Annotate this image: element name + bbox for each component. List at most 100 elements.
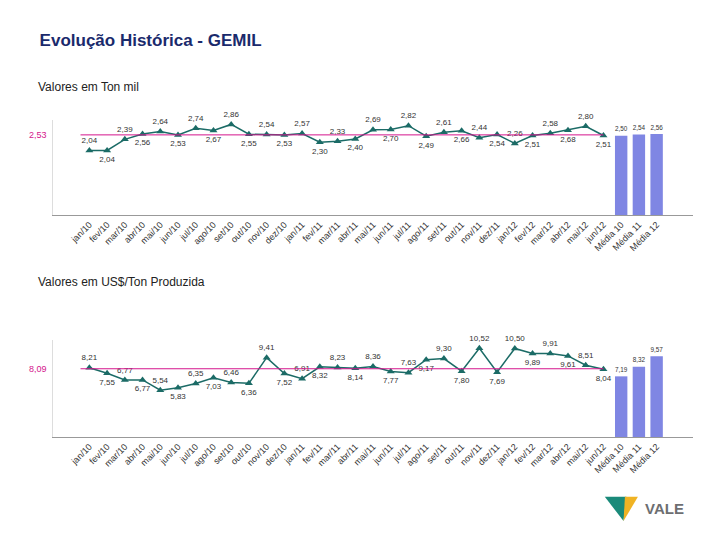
svg-text:ago/11: ago/11 xyxy=(405,442,431,468)
svg-text:7,03: 7,03 xyxy=(206,382,222,391)
svg-text:2,58: 2,58 xyxy=(542,119,558,128)
svg-text:abr/11: abr/11 xyxy=(335,442,360,467)
svg-text:2,56: 2,56 xyxy=(650,124,663,131)
svg-text:mai/11: mai/11 xyxy=(352,220,378,246)
svg-text:abr/12: abr/12 xyxy=(547,220,572,245)
svg-text:jan/11: jan/11 xyxy=(282,220,307,245)
svg-text:2,51: 2,51 xyxy=(596,140,612,149)
svg-text:9,57: 9,57 xyxy=(650,346,663,353)
svg-text:mai/10: mai/10 xyxy=(139,442,165,468)
svg-text:jun/11: jun/11 xyxy=(371,442,396,467)
svg-text:2,54: 2,54 xyxy=(633,124,646,131)
svg-text:jan/12: jan/12 xyxy=(494,220,519,245)
svg-text:2,26: 2,26 xyxy=(507,129,523,138)
svg-text:Média 10: Média 10 xyxy=(593,442,626,475)
svg-text:jun/12: jun/12 xyxy=(583,220,608,245)
svg-text:dez/11: dez/11 xyxy=(476,220,502,246)
svg-text:dez/10: dez/10 xyxy=(263,442,289,468)
svg-text:out/10: out/10 xyxy=(229,442,254,467)
svg-text:2,57: 2,57 xyxy=(294,119,310,128)
svg-text:Média 12: Média 12 xyxy=(628,442,661,475)
svg-text:8,21: 8,21 xyxy=(82,353,98,362)
svg-text:2,39: 2,39 xyxy=(117,125,133,134)
svg-text:fev/11: fev/11 xyxy=(300,220,324,244)
svg-text:Média 12: Média 12 xyxy=(628,220,661,253)
svg-text:2,68: 2,68 xyxy=(560,135,576,144)
svg-text:6,91: 6,91 xyxy=(294,364,310,373)
svg-text:9,61: 9,61 xyxy=(560,360,576,369)
svg-text:mai/12: mai/12 xyxy=(564,442,590,468)
svg-text:2,69: 2,69 xyxy=(365,115,381,124)
svg-text:8,36: 8,36 xyxy=(365,352,381,361)
svg-text:jan/12: jan/12 xyxy=(494,442,519,467)
svg-text:out/11: out/11 xyxy=(442,220,466,244)
svg-text:ago/10: ago/10 xyxy=(192,442,219,469)
svg-text:6,36: 6,36 xyxy=(241,388,257,397)
svg-text:2,86: 2,86 xyxy=(223,110,239,119)
svg-text:8,09: 8,09 xyxy=(29,364,47,374)
svg-text:2,67: 2,67 xyxy=(206,135,222,144)
svg-text:fev/10: fev/10 xyxy=(87,442,111,466)
svg-text:10,50: 10,50 xyxy=(505,334,526,343)
svg-text:dez/10: dez/10 xyxy=(263,220,289,246)
svg-text:8,32: 8,32 xyxy=(633,356,646,363)
svg-text:jan/10: jan/10 xyxy=(69,442,94,467)
svg-text:abr/10: abr/10 xyxy=(122,442,147,467)
svg-text:7,63: 7,63 xyxy=(401,358,417,367)
svg-text:2,53: 2,53 xyxy=(170,139,186,148)
svg-text:8,23: 8,23 xyxy=(330,353,346,362)
svg-text:fev/12: fev/12 xyxy=(513,220,537,244)
svg-text:fev/12: fev/12 xyxy=(513,442,537,466)
svg-text:2,51: 2,51 xyxy=(525,140,541,149)
svg-text:2,33: 2,33 xyxy=(330,127,346,136)
svg-text:2,80: 2,80 xyxy=(578,112,594,121)
svg-text:9,89: 9,89 xyxy=(525,358,541,367)
svg-text:5,83: 5,83 xyxy=(170,392,186,401)
svg-text:6,35: 6,35 xyxy=(188,369,204,378)
svg-text:8,51: 8,51 xyxy=(578,351,594,360)
svg-text:9,91: 9,91 xyxy=(542,339,558,348)
svg-text:mar/10: mar/10 xyxy=(103,220,130,247)
svg-text:8,14: 8,14 xyxy=(347,373,363,382)
svg-text:jun/10: jun/10 xyxy=(157,442,182,467)
svg-text:2,53: 2,53 xyxy=(277,139,293,148)
svg-text:jan/10: jan/10 xyxy=(69,220,94,245)
svg-text:2,40: 2,40 xyxy=(347,143,363,152)
svg-text:2,04: 2,04 xyxy=(82,136,98,145)
svg-text:mar/11: mar/11 xyxy=(316,220,342,246)
svg-text:VALE: VALE xyxy=(645,500,684,517)
svg-text:7,69: 7,69 xyxy=(489,377,505,386)
svg-text:2,49: 2,49 xyxy=(418,141,434,150)
svg-text:7,80: 7,80 xyxy=(454,376,470,385)
svg-text:Valores em US$/Ton Produzida: Valores em US$/Ton Produzida xyxy=(38,275,205,289)
svg-text:Média 11: Média 11 xyxy=(611,220,644,253)
svg-text:7,55: 7,55 xyxy=(99,378,115,387)
svg-text:mai/12: mai/12 xyxy=(564,220,590,246)
svg-text:jan/11: jan/11 xyxy=(282,442,307,467)
svg-text:2,54: 2,54 xyxy=(489,139,505,148)
svg-text:set/11: set/11 xyxy=(425,442,449,466)
svg-text:mar/10: mar/10 xyxy=(103,442,130,469)
svg-text:2,64: 2,64 xyxy=(152,117,168,126)
svg-text:6,77: 6,77 xyxy=(117,366,133,375)
svg-text:2,70: 2,70 xyxy=(383,134,399,143)
svg-text:2,82: 2,82 xyxy=(401,111,417,120)
svg-text:6,46: 6,46 xyxy=(223,368,239,377)
svg-text:2,44: 2,44 xyxy=(472,123,488,132)
svg-text:5,54: 5,54 xyxy=(152,376,168,385)
svg-text:mar/11: mar/11 xyxy=(316,442,342,468)
svg-text:6,77: 6,77 xyxy=(135,384,151,393)
svg-text:7,77: 7,77 xyxy=(383,376,399,385)
svg-text:2,04: 2,04 xyxy=(99,155,115,164)
svg-text:8,32: 8,32 xyxy=(312,371,328,380)
svg-text:2,30: 2,30 xyxy=(312,147,328,156)
svg-text:nov/10: nov/10 xyxy=(245,442,271,468)
svg-text:2,54: 2,54 xyxy=(259,120,275,129)
svg-text:9,30: 9,30 xyxy=(436,344,452,353)
svg-text:set/10: set/10 xyxy=(211,220,235,244)
svg-text:ago/10: ago/10 xyxy=(192,220,219,247)
svg-text:ago/11: ago/11 xyxy=(405,220,431,246)
svg-text:abr/10: abr/10 xyxy=(122,220,147,245)
svg-text:nov/11: nov/11 xyxy=(458,220,484,246)
svg-text:7,52: 7,52 xyxy=(277,378,293,387)
